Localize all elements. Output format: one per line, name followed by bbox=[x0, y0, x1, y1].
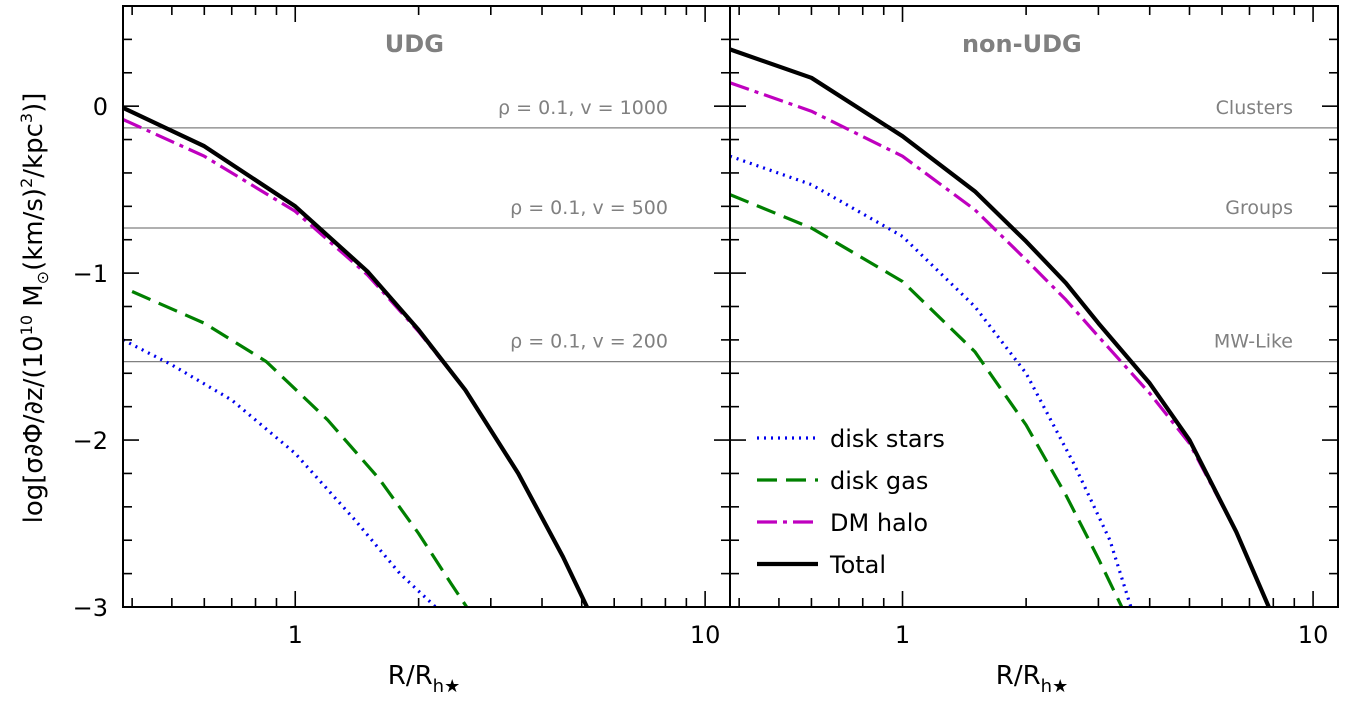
series-disk-gas bbox=[131, 290, 469, 607]
reference-label: ρ = 0.1, v = 1000 bbox=[498, 97, 668, 119]
y-tick-label: 0 bbox=[93, 93, 108, 121]
reference-label: ρ = 0.1, v = 200 bbox=[510, 331, 668, 353]
series-dm-halo bbox=[123, 118, 589, 607]
series-total bbox=[123, 105, 589, 607]
y-tick-label: −1 bbox=[73, 260, 108, 288]
reference-label: MW-Like bbox=[1214, 331, 1293, 353]
y-tick-label: −3 bbox=[73, 594, 108, 622]
x-tick-label: 1 bbox=[895, 621, 910, 649]
legend-label: disk gas bbox=[830, 467, 928, 495]
series-disk-gas bbox=[730, 193, 1124, 607]
x-axis-label-right: R/Rh★ bbox=[996, 661, 1068, 697]
reference-label: ρ = 0.1, v = 500 bbox=[510, 197, 668, 219]
x-tick-label: 1 bbox=[288, 621, 303, 649]
panel-title: non-UDG bbox=[962, 30, 1082, 58]
y-tick-label: −2 bbox=[73, 427, 108, 455]
y-axis-label: log[σ∂Φ/∂z/(1010 M⊙(km/s)2/kpc3)] bbox=[17, 93, 52, 524]
panels-group: ρ = 0.1, v = 1000 ρ = 0.1, v = 500 ρ = 0.1… bbox=[73, 5, 1339, 649]
series-disk-stars bbox=[123, 338, 437, 607]
reference-label: Groups bbox=[1225, 197, 1293, 219]
reference-label: Clusters bbox=[1216, 97, 1293, 119]
legend-label: disk stars bbox=[830, 425, 945, 453]
series-total bbox=[730, 47, 1271, 607]
series-dm-halo bbox=[730, 81, 1271, 607]
panel-non-udg: Clusters Groups MW-Like 1 10 non-UDG bbox=[729, 5, 1339, 649]
legend: disk stars disk gas DM halo Total bbox=[757, 425, 945, 579]
x-axis-label-left: R/Rh★ bbox=[388, 661, 460, 697]
legend-label: DM halo bbox=[830, 509, 928, 537]
x-tick-label: 10 bbox=[690, 621, 721, 649]
series-disk-stars bbox=[730, 154, 1133, 607]
x-tick-label: 10 bbox=[1298, 621, 1329, 649]
panel-title: UDG bbox=[385, 30, 444, 58]
legend-label: Total bbox=[829, 551, 886, 579]
panel-udg: ρ = 0.1, v = 1000 ρ = 0.1, v = 500 ρ = 0.1… bbox=[122, 5, 731, 649]
